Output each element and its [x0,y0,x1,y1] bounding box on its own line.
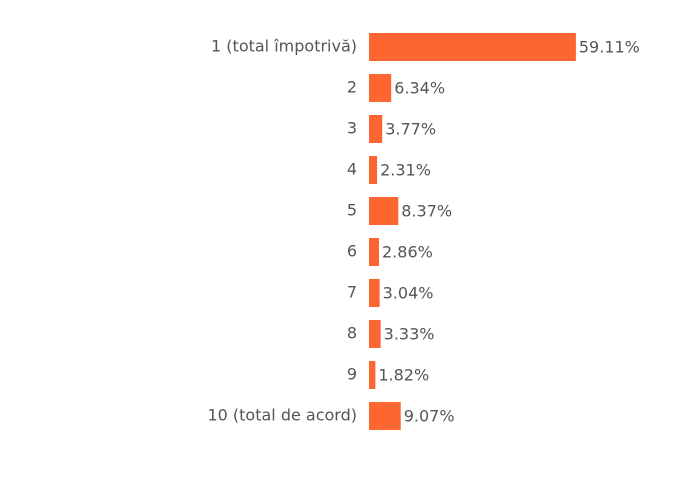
value-label: 2.86% [382,243,433,262]
category-label: 4 [347,160,357,179]
bar [369,156,378,184]
bar [369,402,401,430]
value-label: 3.77% [385,120,436,139]
value-label: 3.33% [384,325,435,344]
bar [369,279,380,307]
bar [369,361,376,389]
bar [369,320,381,348]
bar [369,197,399,225]
category-label: 2 [347,78,357,97]
bar [369,74,392,102]
category-label: 8 [347,324,357,343]
bar [369,238,380,266]
value-label: 9.07% [404,407,455,426]
value-label: 6.34% [394,79,445,98]
category-label: 6 [347,242,357,261]
value-label: 59.11% [579,38,640,57]
value-label: 8.37% [401,202,452,221]
category-label: 1 (total împotrivă) [211,37,357,56]
value-label: 2.31% [380,161,431,180]
value-label: 3.04% [383,284,434,303]
category-label: 5 [347,201,357,220]
category-label: 10 (total de acord) [207,406,357,425]
category-label: 9 [347,365,357,384]
bar [369,33,576,61]
bar [369,115,383,143]
value-label: 1.82% [378,366,429,385]
category-label: 7 [347,283,357,302]
category-label: 3 [347,119,357,138]
